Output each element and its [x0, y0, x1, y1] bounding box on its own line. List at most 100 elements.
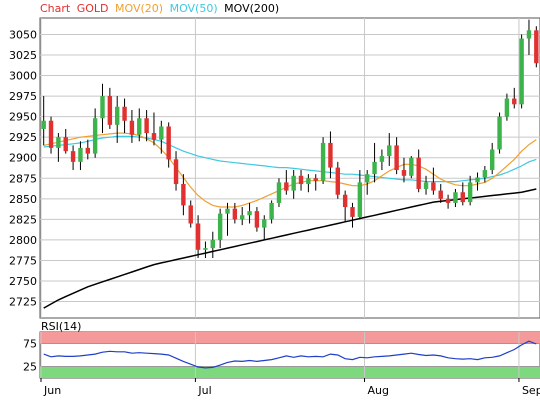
candle — [416, 149, 421, 193]
candle — [328, 131, 333, 179]
candle-layer — [41, 19, 539, 258]
candle-body — [467, 182, 473, 203]
mov50-line — [43, 135, 537, 183]
candle — [240, 207, 245, 226]
rsi-overbought-zone — [40, 332, 540, 344]
candle-body — [56, 137, 61, 148]
candle — [210, 231, 215, 258]
candle-body — [122, 106, 127, 121]
candle — [48, 116, 54, 154]
candle-body — [497, 116, 502, 150]
candle-body — [526, 30, 532, 39]
candle — [188, 200, 193, 228]
candle — [335, 161, 340, 199]
candle — [526, 19, 532, 55]
candle-body — [78, 147, 83, 162]
candle — [401, 157, 407, 183]
candle-body — [100, 96, 105, 119]
candle — [394, 137, 399, 175]
x-axis: Jun Jul Aug Sep — [40, 378, 540, 397]
candle-body — [519, 38, 524, 105]
candle — [217, 208, 223, 249]
rsi-tick-label: 25 — [23, 361, 37, 374]
rsi-grid — [40, 332, 540, 378]
candle-body — [85, 147, 90, 154]
candle — [497, 112, 502, 154]
candle — [438, 184, 443, 203]
candle-body — [372, 161, 377, 175]
candle — [254, 207, 260, 232]
candle-body — [262, 219, 267, 228]
candle — [100, 83, 105, 134]
candle — [159, 120, 164, 154]
candle — [173, 151, 179, 191]
svg-text:Chart GOLD MOV(20): Chart GOLD MOV(20) MOV(50) MOV(200) — [40, 2, 279, 15]
candle-body — [482, 170, 488, 178]
candle — [291, 170, 296, 199]
candle-body — [387, 145, 392, 157]
candle-body — [490, 149, 495, 171]
candle-body — [63, 137, 68, 152]
price-tick-label: 2950 — [9, 111, 37, 124]
candle-body — [401, 170, 407, 176]
candle-body — [181, 184, 186, 206]
candle — [144, 110, 149, 142]
candle-body — [159, 126, 164, 140]
x-tick-label: Sep — [522, 384, 540, 397]
candle — [320, 137, 326, 185]
price-tick-label: 2975 — [9, 90, 37, 103]
candle — [195, 215, 201, 258]
rsi-line — [43, 340, 537, 369]
candle-body — [328, 142, 333, 168]
legend-mov200: MOV(200) — [224, 2, 279, 15]
candle-body — [210, 239, 215, 249]
candle — [56, 133, 61, 162]
candle — [467, 175, 473, 206]
candle-body — [254, 211, 260, 228]
price-tick-label: 2850 — [9, 193, 37, 206]
candle — [298, 170, 304, 191]
price-tick-label: 2925 — [9, 131, 37, 144]
candle — [70, 145, 76, 171]
rsi-y-axis: 25 75 — [23, 338, 37, 374]
candle-body — [460, 192, 465, 203]
candle-body — [291, 175, 296, 191]
x-tick-label: Aug — [368, 384, 389, 397]
candle-body — [48, 120, 54, 148]
candle — [453, 188, 458, 208]
candle — [357, 170, 363, 220]
candle — [151, 112, 157, 146]
candle-body — [247, 211, 252, 216]
candle-body — [453, 192, 458, 203]
legend-mov50: MOV(50) — [170, 2, 218, 15]
candle — [313, 174, 318, 191]
candle — [379, 149, 385, 171]
candle-body — [445, 198, 451, 203]
candle — [409, 156, 414, 179]
candle-body — [276, 182, 282, 203]
mov20-layer — [43, 132, 537, 208]
candle-body — [107, 96, 113, 125]
candle-body — [41, 120, 46, 129]
candle-body — [320, 142, 326, 181]
candle — [269, 200, 274, 224]
candle — [276, 178, 282, 208]
candle — [92, 108, 98, 158]
candle-body — [379, 156, 385, 162]
candle — [232, 202, 238, 224]
candle-body — [504, 98, 510, 117]
candle — [490, 142, 495, 175]
mov20-line — [43, 132, 537, 208]
candle-body — [365, 174, 370, 183]
candle-body — [409, 157, 414, 176]
candle-body — [394, 145, 399, 171]
price-tick-label: 2900 — [9, 152, 37, 165]
candle — [372, 142, 377, 183]
candle — [306, 174, 311, 193]
candle — [41, 96, 46, 146]
price-tick-label: 2875 — [9, 172, 37, 185]
candle-body — [217, 213, 223, 240]
candle-body — [416, 157, 421, 189]
candle-body — [284, 182, 289, 191]
